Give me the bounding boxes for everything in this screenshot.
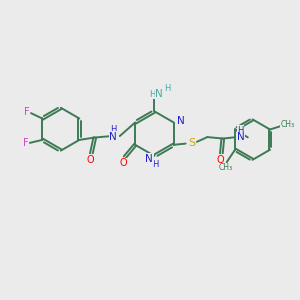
Text: H: H: [149, 90, 155, 99]
Text: N: N: [145, 154, 153, 164]
Text: H: H: [164, 84, 170, 93]
Text: N: N: [155, 89, 163, 99]
Text: N: N: [177, 116, 185, 126]
Text: CH₃: CH₃: [218, 163, 233, 172]
Text: F: F: [22, 138, 28, 148]
Text: O: O: [86, 155, 94, 165]
Text: H: H: [238, 126, 244, 135]
Text: N: N: [110, 132, 117, 142]
Text: H: H: [152, 160, 159, 169]
Text: S: S: [188, 138, 195, 148]
Text: O: O: [120, 158, 128, 168]
Text: CH₃: CH₃: [281, 120, 295, 129]
Text: O: O: [216, 155, 224, 165]
Text: H: H: [110, 125, 116, 134]
Text: F: F: [24, 107, 29, 117]
Text: N: N: [237, 132, 244, 142]
